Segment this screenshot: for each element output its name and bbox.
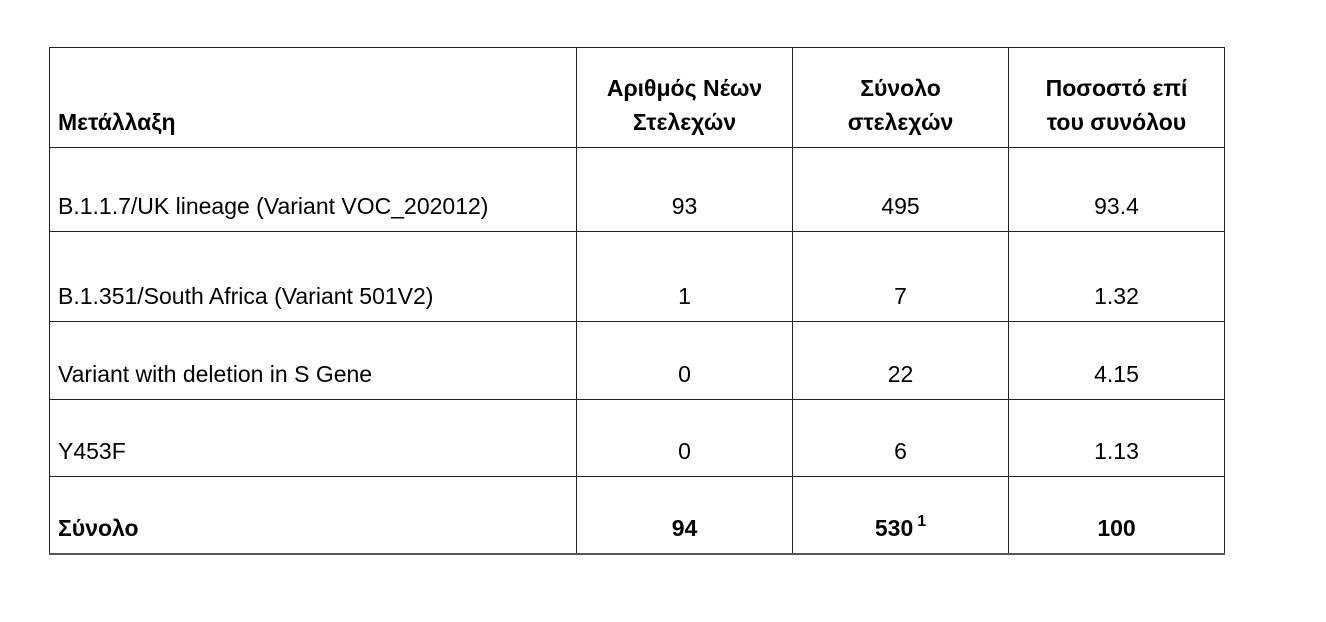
total-cell: 94	[576, 476, 793, 554]
header-row: Μετάλλαξη Αριθμός Νέων Στελεχών Σύνολο στελε…	[49, 47, 1225, 148]
total-text: Σύνολο	[58, 514, 139, 541]
header-text: του συνόλου	[1046, 109, 1187, 135]
table-cell: 0	[576, 321, 793, 400]
total-cell: Σύνολο	[49, 476, 577, 554]
table-cell: 6	[792, 399, 1009, 477]
table-cell: 93.4	[1008, 147, 1225, 232]
table-cell: B.1.1.7/UK lineage (Variant VOC_202012)	[49, 147, 577, 232]
table-cell: B.1.351/South Africa (Variant 501V2)	[49, 231, 577, 322]
table-cell: 1.32	[1008, 231, 1225, 322]
table-row: Y453F 0 6 1.13	[49, 399, 1225, 477]
total-text: 100	[1097, 514, 1136, 541]
table-row: B.1.351/South Africa (Variant 501V2) 1 7 1.…	[49, 231, 1225, 322]
header-text: Μετάλλαξη	[58, 109, 176, 135]
footnote-marker: 1	[917, 512, 927, 530]
header-text: Αριθμός Νέων	[606, 75, 763, 101]
total-text: 94	[671, 514, 698, 541]
table-cell: 0	[576, 399, 793, 477]
table-body: B.1.1.7/UK lineage (Variant VOC_202012) 9…	[49, 147, 1225, 554]
table-cell: 93	[576, 147, 793, 232]
table-row: Variant with deletion in S Gene 0 22 4.15	[49, 321, 1225, 400]
table-cell: 1	[576, 231, 793, 322]
data-table: Μετάλλαξη Αριθμός Νέων Στελεχών Σύνολο στελε…	[49, 47, 1225, 555]
total-text: 530	[874, 514, 914, 541]
table-cell: 495	[792, 147, 1009, 232]
table-row: B.1.1.7/UK lineage (Variant VOC_202012) 9…	[49, 147, 1225, 232]
table-cell: 22	[792, 321, 1009, 400]
table-cell: 7	[792, 231, 1009, 322]
header-cell: Ποσοστό επί του συνόλου	[1008, 47, 1225, 148]
header-text: Σύνολο	[860, 75, 941, 101]
header-cell: Αριθμός Νέων Στελεχών	[576, 47, 793, 148]
header-cell: Σύνολο στελεχών	[792, 47, 1009, 148]
total-cell: 530 1	[792, 476, 1009, 554]
header-text: στελεχών	[847, 109, 954, 135]
table-cell: 4.15	[1008, 321, 1225, 400]
total-cell: 100	[1008, 476, 1225, 554]
header-cell: Μετάλλαξη	[49, 47, 577, 148]
table-cell: Variant with deletion in S Gene	[49, 321, 577, 400]
header-text: Ποσοστό επί	[1045, 75, 1188, 101]
table-cell: Y453F	[49, 399, 577, 477]
total-row: Σύνολο 94 530 1 100	[49, 476, 1225, 554]
table-cell: 1.13	[1008, 399, 1225, 477]
header-text: Στελεχών	[632, 109, 737, 135]
